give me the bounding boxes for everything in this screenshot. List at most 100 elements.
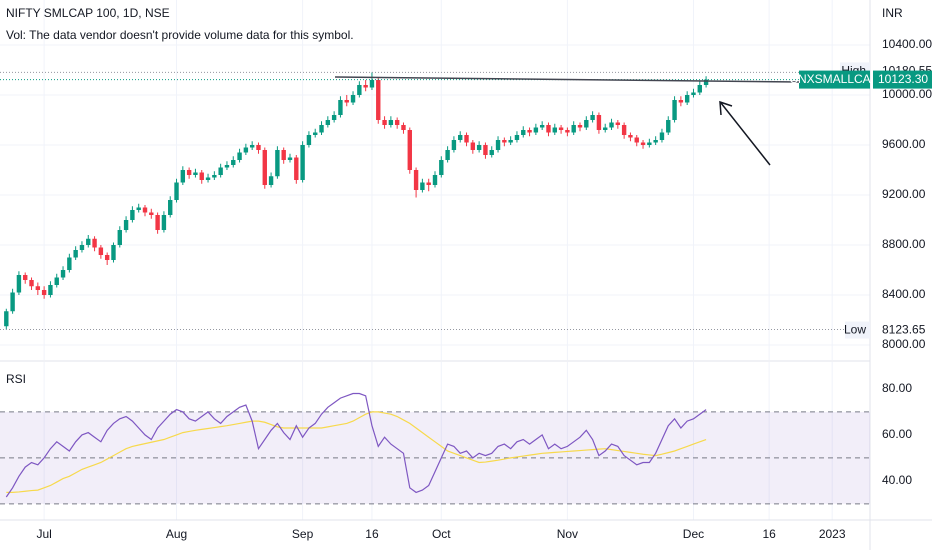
candle-body	[388, 120, 394, 125]
candle-body	[48, 285, 53, 295]
candle-body	[231, 160, 236, 165]
rsi-line	[5, 392, 707, 498]
candle-body	[161, 215, 167, 230]
labels: Jul Aug Sep 16 Oct Nov Dec 16 2023 8000.00 8400.00…	[36, 37, 932, 541]
arrow	[720, 102, 771, 166]
candle-body	[313, 132, 318, 135]
candle-body	[439, 160, 444, 175]
candle-body	[168, 200, 173, 215]
candle-body	[489, 150, 494, 155]
candle-body	[180, 170, 186, 183]
candle-body	[659, 132, 665, 140]
candle-body	[420, 182, 425, 190]
candle-body	[136, 207, 141, 210]
candle-body	[552, 127, 557, 133]
candle-body	[653, 140, 658, 143]
candle-body	[142, 207, 148, 213]
candle-body	[565, 130, 570, 133]
candle-body	[413, 170, 419, 190]
candle-body	[35, 286, 41, 290]
x-tick-label: 16	[762, 527, 776, 541]
candle-body	[23, 275, 28, 280]
candle-body	[533, 127, 539, 133]
candle-body	[344, 100, 349, 103]
rsi-title: RSI	[6, 372, 26, 386]
candle-body	[426, 182, 431, 185]
low-tag: Low	[844, 323, 866, 337]
candle-body	[79, 245, 85, 250]
candle-body	[495, 140, 501, 150]
candle-body	[445, 150, 450, 160]
y-tick-label: 9600.00	[882, 137, 926, 151]
candle-body	[237, 152, 242, 160]
candle-body	[508, 140, 513, 143]
candle-body	[628, 135, 633, 138]
y-tick-label: 80.00	[882, 381, 912, 395]
candle-body	[640, 142, 646, 145]
candle-body	[54, 277, 59, 285]
candle-body	[212, 175, 217, 178]
candle-body	[603, 127, 608, 130]
candle-body	[155, 215, 160, 230]
candle-body	[249, 145, 255, 148]
symbol-tag: CNXSMALLCAP	[789, 72, 878, 86]
candle-body	[546, 125, 551, 133]
candle-body	[470, 142, 476, 150]
candle-body	[306, 135, 312, 145]
y-tick-label: 8400.00	[882, 287, 926, 301]
candle-body	[451, 140, 457, 150]
candle-body	[224, 165, 230, 168]
y-tick-label: 10000.00	[882, 87, 932, 101]
candle-body	[10, 292, 15, 312]
candle-body	[394, 120, 400, 125]
candle-body	[98, 247, 104, 255]
candle-body	[104, 255, 110, 260]
candle-body	[111, 245, 116, 260]
candle-body	[149, 212, 154, 215]
candle-body	[363, 85, 368, 88]
candle-body	[205, 177, 211, 180]
candle-body	[672, 100, 677, 120]
candle-body	[703, 79, 709, 85]
candle-body	[300, 145, 305, 180]
candle-body	[596, 115, 602, 130]
candle-body	[186, 170, 192, 175]
y-tick-label: 8800.00	[882, 237, 926, 251]
candle-body	[432, 175, 438, 185]
candle-body	[615, 122, 621, 125]
x-tick-label: Nov	[557, 527, 578, 541]
candle-body	[199, 172, 204, 180]
candle-body	[621, 125, 627, 135]
low-value: 8123.65	[882, 323, 926, 337]
candle-body	[502, 140, 507, 143]
y-tick-label: 9200.00	[882, 187, 926, 201]
candle-body	[678, 100, 684, 103]
candle-body	[92, 238, 97, 248]
candle-body	[41, 290, 47, 295]
grid	[0, 0, 870, 520]
candle-body	[691, 92, 696, 95]
candle-body	[464, 135, 469, 143]
candle-body	[483, 145, 488, 155]
candle-body	[281, 150, 286, 160]
candle-body	[123, 220, 129, 230]
candle-body	[590, 115, 595, 120]
candle-body	[521, 130, 526, 135]
x-tick-label: Dec	[683, 527, 704, 541]
candle-body	[666, 120, 671, 133]
candle-body	[697, 85, 702, 93]
candle-body	[401, 125, 406, 130]
candle-body	[458, 135, 463, 140]
x-tick-label: 2023	[819, 527, 846, 541]
candle-body	[382, 120, 387, 125]
candle-body	[350, 95, 356, 103]
candle-body	[29, 280, 34, 287]
candle-body	[527, 130, 532, 133]
chart-title: NIFTY SMLCAP 100, 1D, NSE	[6, 6, 170, 20]
x-tick-label: Oct	[432, 527, 451, 541]
x-tick-label: Sep	[292, 527, 314, 541]
candle-body	[4, 311, 9, 327]
candle-body	[376, 80, 381, 120]
candle-body	[514, 135, 520, 140]
